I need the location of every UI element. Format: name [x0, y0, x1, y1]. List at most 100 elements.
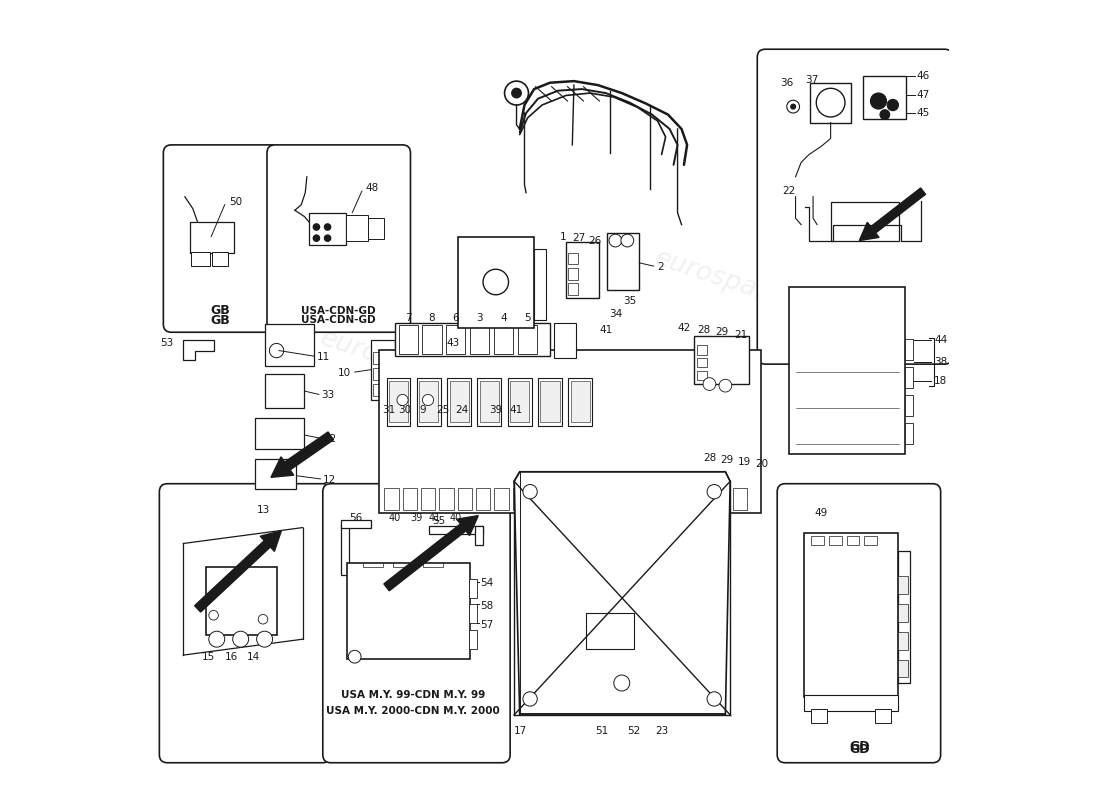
Text: 35: 35 [623, 296, 636, 306]
Bar [429, 526, 483, 534]
Bar [554, 322, 576, 358]
Text: 26: 26 [588, 235, 602, 246]
Text: 4: 4 [500, 313, 507, 323]
Bar [341, 523, 349, 575]
Bar [569, 268, 578, 280]
FancyBboxPatch shape [322, 484, 510, 762]
Text: 36: 36 [780, 78, 793, 88]
Text: 37: 37 [805, 74, 818, 85]
Bar [697, 345, 707, 354]
Bar [477, 378, 502, 426]
Circle shape [209, 631, 224, 647]
Bar [422, 346, 444, 396]
Bar [812, 709, 827, 723]
Bar [535, 249, 546, 320]
Bar [389, 381, 408, 422]
FancyBboxPatch shape [267, 145, 410, 332]
Bar [571, 381, 590, 422]
Bar [549, 488, 563, 510]
Bar [568, 488, 582, 510]
Bar [531, 488, 546, 510]
Bar [899, 604, 907, 622]
Text: 47: 47 [916, 90, 930, 101]
Circle shape [609, 234, 622, 247]
Bar [397, 346, 421, 396]
Text: 39: 39 [490, 405, 503, 414]
Text: 45: 45 [916, 108, 930, 118]
Bar [469, 578, 476, 598]
Bar [565, 242, 600, 298]
Bar [384, 488, 398, 510]
Text: GD: GD [849, 740, 870, 754]
Circle shape [512, 88, 521, 98]
Text: 18: 18 [934, 376, 947, 386]
Text: 41: 41 [428, 513, 440, 523]
Bar [459, 237, 535, 328]
Bar [424, 562, 443, 567]
Circle shape [324, 235, 331, 242]
Circle shape [621, 234, 634, 247]
Text: 9: 9 [419, 405, 426, 414]
Bar [569, 253, 578, 265]
Text: 17: 17 [514, 726, 527, 736]
Bar [899, 576, 907, 594]
Text: USA M.Y. 2000-CDN M.Y. 2000: USA M.Y. 2000-CDN M.Y. 2000 [326, 706, 499, 716]
Bar [693, 336, 749, 384]
Text: USA-CDN-GD: USA-CDN-GD [301, 315, 376, 326]
Circle shape [258, 614, 267, 624]
Bar [398, 325, 418, 354]
Text: 57: 57 [480, 620, 493, 630]
Bar [373, 384, 384, 396]
Bar [403, 488, 417, 510]
Bar [513, 488, 527, 510]
Bar [469, 604, 476, 623]
Bar [458, 488, 472, 510]
Bar [586, 488, 601, 510]
Text: 32: 32 [322, 434, 335, 444]
Text: 51: 51 [595, 726, 608, 736]
Text: eurospares: eurospares [651, 246, 800, 315]
Text: 41: 41 [600, 325, 613, 335]
Circle shape [324, 224, 331, 230]
Circle shape [719, 379, 732, 392]
Circle shape [483, 270, 508, 294]
Bar [696, 488, 711, 510]
Bar [471, 325, 490, 354]
FancyBboxPatch shape [163, 145, 279, 332]
Bar [830, 202, 899, 241]
Text: 56: 56 [349, 513, 362, 523]
Bar [569, 283, 578, 294]
Text: 52: 52 [627, 726, 640, 736]
Text: 10: 10 [338, 368, 351, 378]
Bar [905, 339, 913, 360]
Circle shape [703, 378, 716, 390]
Text: 40: 40 [450, 513, 462, 523]
Circle shape [888, 99, 899, 110]
Bar [378, 350, 761, 514]
Bar [862, 75, 906, 119]
Circle shape [786, 100, 800, 113]
Bar [569, 378, 592, 426]
Circle shape [422, 394, 433, 406]
Text: 50: 50 [230, 198, 243, 207]
Bar [641, 488, 656, 510]
Text: 44: 44 [934, 335, 947, 346]
FancyArrow shape [859, 188, 925, 241]
Text: 33: 33 [321, 390, 334, 400]
Text: 19: 19 [738, 457, 751, 467]
Bar [363, 562, 383, 567]
Bar [623, 488, 637, 510]
Text: GB: GB [211, 314, 231, 326]
Bar [265, 324, 313, 366]
Text: USA-CDN-GD: USA-CDN-GD [301, 306, 376, 316]
Bar [810, 82, 851, 122]
Text: 40: 40 [388, 513, 400, 523]
Text: 2: 2 [657, 262, 663, 272]
Circle shape [707, 485, 722, 499]
Bar [368, 218, 384, 239]
Text: 5: 5 [525, 313, 531, 323]
Text: 11: 11 [317, 352, 330, 362]
Text: USA M.Y. 99-CDN M.Y. 99: USA M.Y. 99-CDN M.Y. 99 [341, 690, 485, 700]
Circle shape [707, 692, 722, 706]
Text: 24: 24 [455, 405, 469, 414]
